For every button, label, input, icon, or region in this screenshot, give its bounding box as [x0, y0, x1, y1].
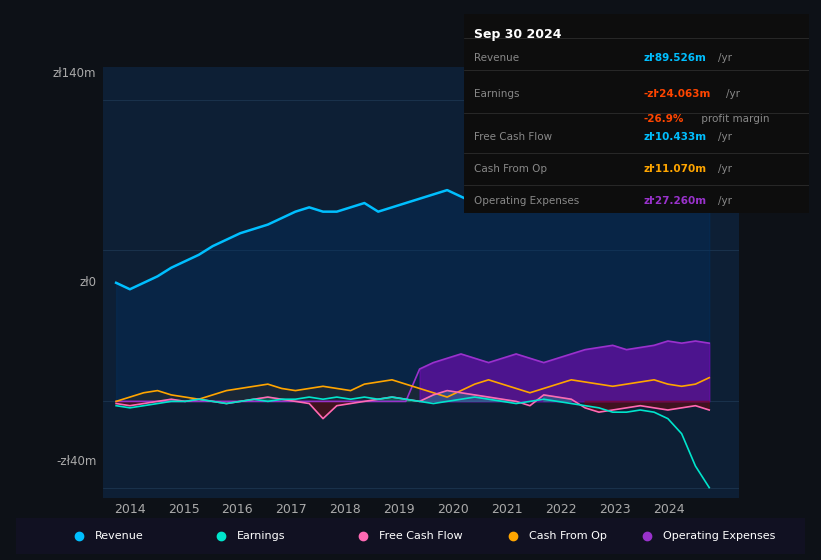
Text: zł140m: zł140m — [53, 67, 96, 80]
Text: Sep 30 2024: Sep 30 2024 — [475, 28, 562, 41]
Text: Operating Expenses: Operating Expenses — [475, 196, 580, 206]
Text: /yr: /yr — [718, 53, 732, 63]
Text: Operating Expenses: Operating Expenses — [663, 531, 775, 541]
Text: Cash From Op: Cash From Op — [475, 164, 548, 174]
Text: zŀ27.260m: zŀ27.260m — [643, 196, 706, 206]
Text: Earnings: Earnings — [237, 531, 286, 541]
Text: -26.9%: -26.9% — [643, 114, 684, 124]
Text: Free Cash Flow: Free Cash Flow — [379, 531, 462, 541]
Text: -zł40m: -zł40m — [56, 455, 96, 468]
Text: profit margin: profit margin — [699, 114, 770, 124]
Text: zŀ11.070m: zŀ11.070m — [643, 164, 706, 174]
Text: Cash From Op: Cash From Op — [529, 531, 607, 541]
Text: Revenue: Revenue — [475, 53, 520, 63]
Text: Earnings: Earnings — [475, 88, 520, 99]
Text: /yr: /yr — [718, 196, 732, 206]
Text: /yr: /yr — [718, 164, 732, 174]
Text: /yr: /yr — [718, 132, 732, 142]
Text: zł0: zł0 — [80, 276, 96, 290]
Text: zŀ89.526m: zŀ89.526m — [643, 53, 706, 63]
Text: zŀ10.433m: zŀ10.433m — [643, 132, 706, 142]
Text: Revenue: Revenue — [95, 531, 144, 541]
Text: -zŀ24.063m: -zŀ24.063m — [643, 88, 710, 99]
Text: Free Cash Flow: Free Cash Flow — [475, 132, 553, 142]
Text: /yr: /yr — [726, 88, 740, 99]
